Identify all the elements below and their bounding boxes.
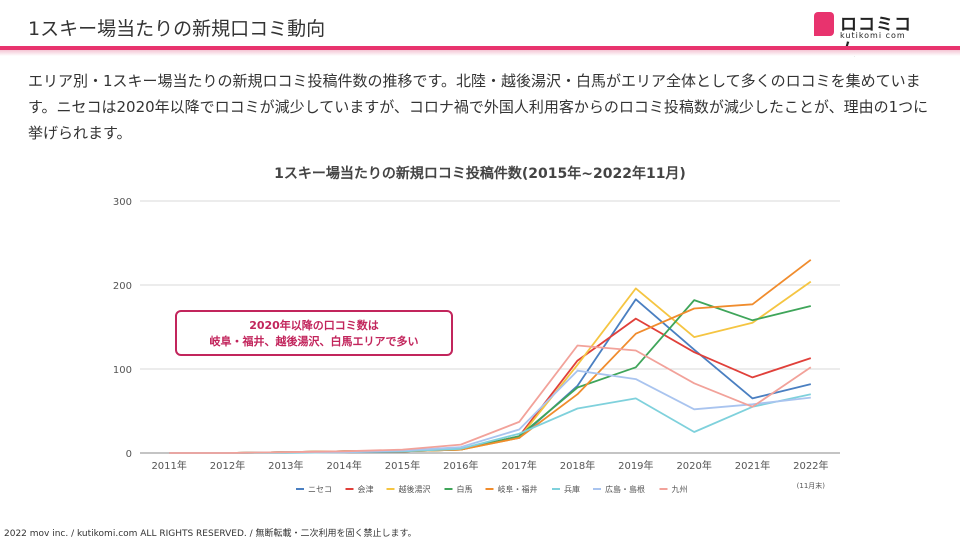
y-tick-label: 300 [113,197,132,208]
legend-label: ニセコ [308,485,332,494]
x-tick-label: 2013年 [268,459,303,472]
x-tick-label: 2016年 [443,459,478,472]
header-divider [0,46,960,50]
description-text: エリア別・1スキー場当たりの新規ロコミ投稿件数の推移です。北陸・越後湯沢・白馬が… [28,72,929,142]
annotation-box: 2020年以降の口コミ数は 岐阜・福井、越後湯沢、白馬エリアで多い [175,310,453,356]
chart-title: 1スキー場当たりの新規ロコミ投稿件数(2015年~2022年11月) [274,165,686,182]
x-tick-label: 2022年 [793,459,828,472]
y-tick-label: 0 [126,449,132,460]
x-axis-note: (11月末) [797,481,826,490]
legend-label: 九州 [672,485,688,494]
legend-label: 会津 [358,484,374,494]
legend-label: 広島・島根 [605,484,645,494]
series-line-九州 [169,344,812,454]
legend-label: 白馬 [457,484,473,494]
copyright-footer: 2022 mov inc. / kutikomi.com ALL RIGHTS … [4,529,417,539]
y-tick-label: 100 [113,365,132,376]
x-tick-label: 2021年 [735,459,770,472]
x-tick-label: 2014年 [326,459,361,472]
logo-subtext: kutikomi com [840,31,906,40]
annotation-line-2: 岐阜・福井、越後湯沢、白馬エリアで多い [209,335,419,348]
line-chart: 1スキー場当たりの新規ロコミ投稿件数(2015年~2022年11月) 0 100 20… [113,165,840,494]
speech-bubble-icon [814,12,834,36]
x-tick-label: 2015年 [385,459,420,472]
y-tick-label: 200 [113,281,132,292]
x-tick-label: 2012年 [210,459,245,472]
page-header: 1スキー場当たりの新規口コミ動向 ロコミコム kutikomi com [0,0,960,60]
annotation-line-1: 2020年以降の口コミ数は [249,319,379,332]
page-title: 1スキー場当たりの新規口コミ動向 [28,18,326,40]
x-tick-label: 2017年 [501,459,536,472]
x-tick-label: 2019年 [618,459,653,472]
legend-label: 越後湯沢 [399,484,431,494]
x-tick-label: 2020年 [676,459,711,472]
x-tick-label: 2011年 [151,459,186,472]
x-tick-label: 2018年 [560,459,595,472]
legend-label: 兵庫 [564,484,580,494]
header-shadow [0,50,960,56]
legend-label: 岐阜・福井 [498,484,538,494]
